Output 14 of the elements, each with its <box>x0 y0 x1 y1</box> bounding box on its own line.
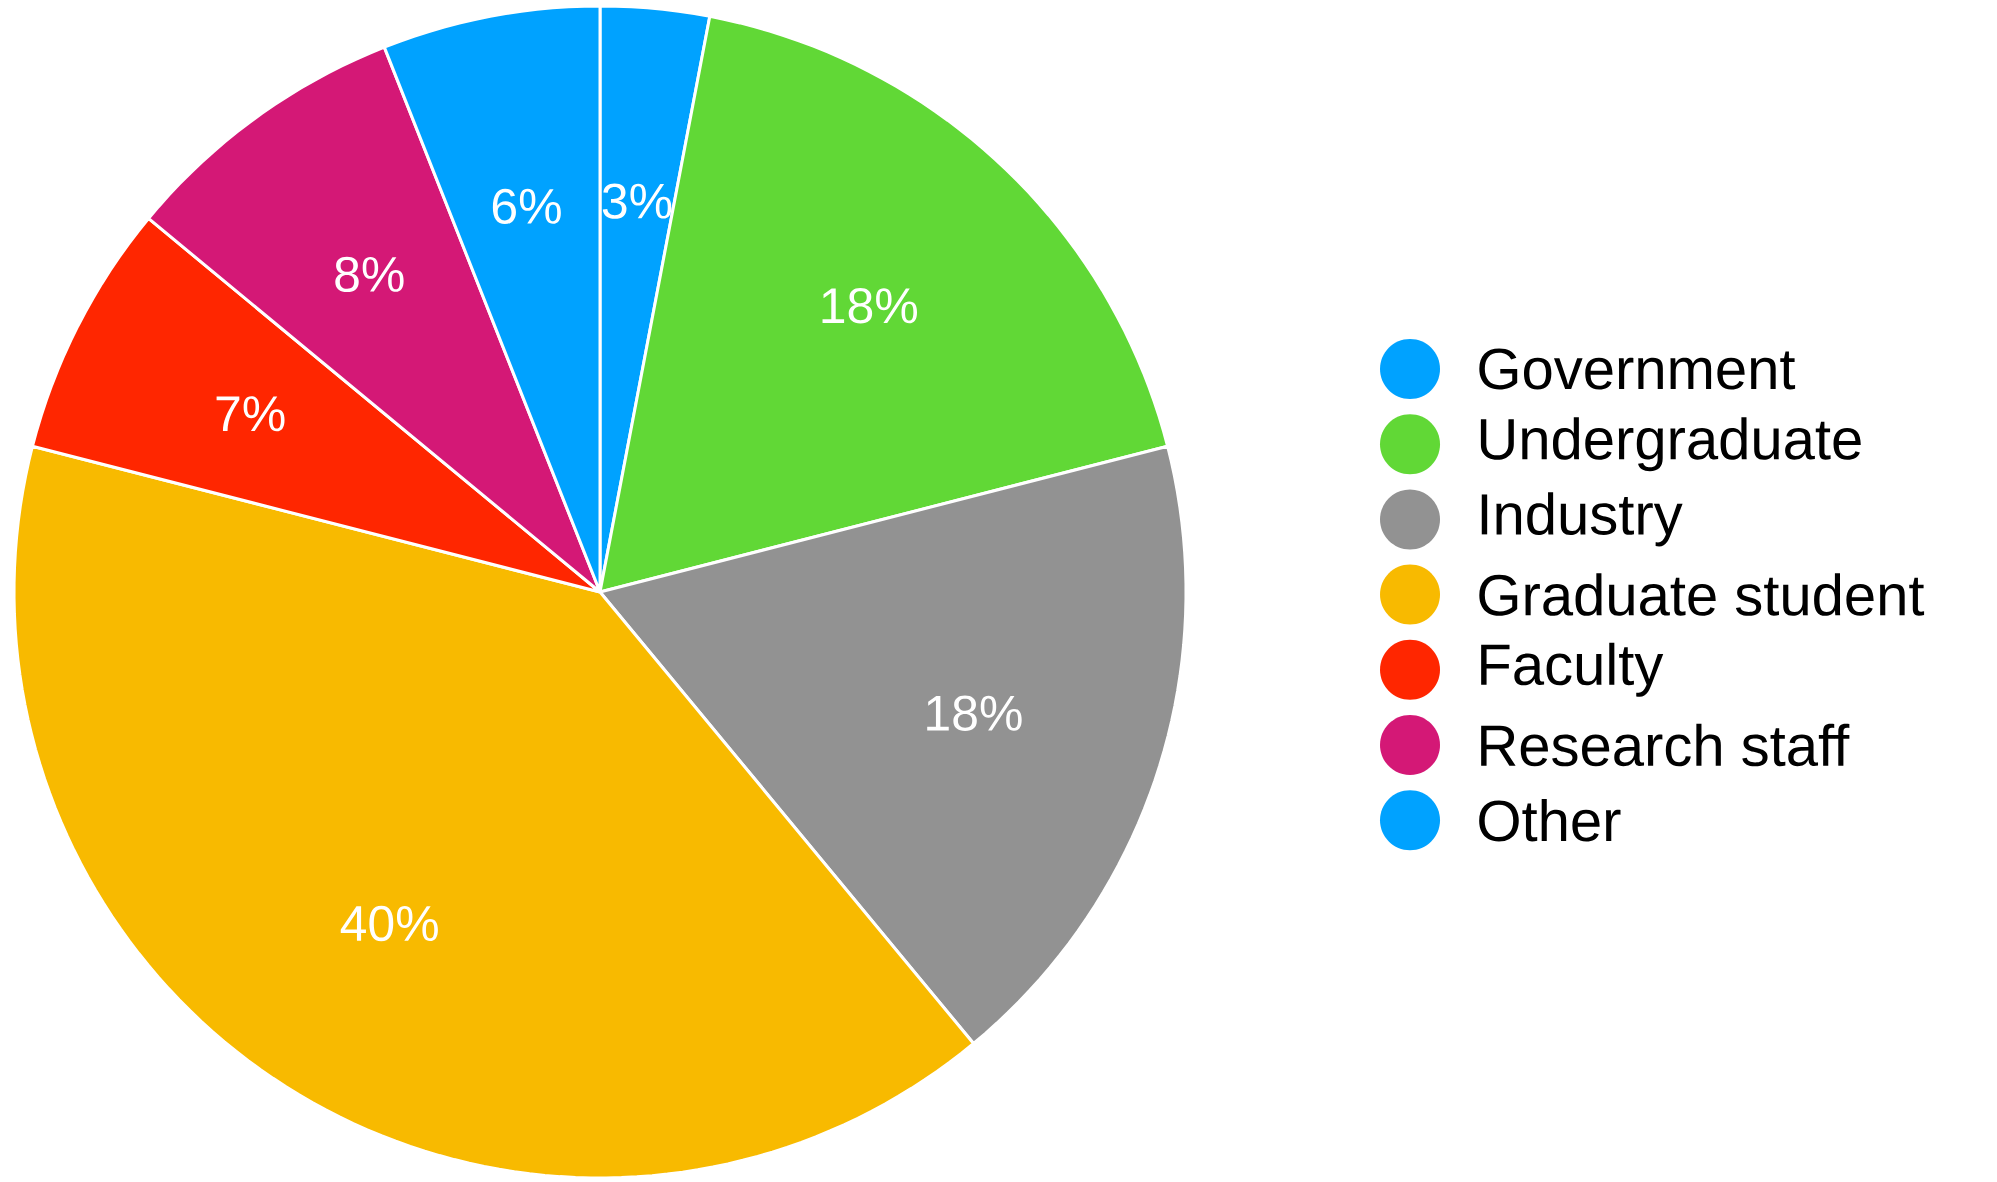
data-label: 6% <box>492 188 561 225</box>
legend-label: Research staff <box>1481 723 1850 767</box>
data-label: 8% <box>335 256 404 293</box>
legend-label: Graduate student <box>1479 573 1925 616</box>
data-label: 18% <box>927 695 1022 731</box>
legend-label: Government <box>1479 348 1796 390</box>
legend-label: Industry <box>1481 492 1683 547</box>
data-label: 7% <box>216 396 285 432</box>
data-label: 3% <box>602 183 672 219</box>
data-label: 18% <box>822 288 918 324</box>
legend-label: Other <box>1479 798 1621 842</box>
legend-label: Undergraduate <box>1480 417 1861 472</box>
legend-label: Faculty <box>1481 642 1664 697</box>
data-label: 40% <box>340 905 438 942</box>
